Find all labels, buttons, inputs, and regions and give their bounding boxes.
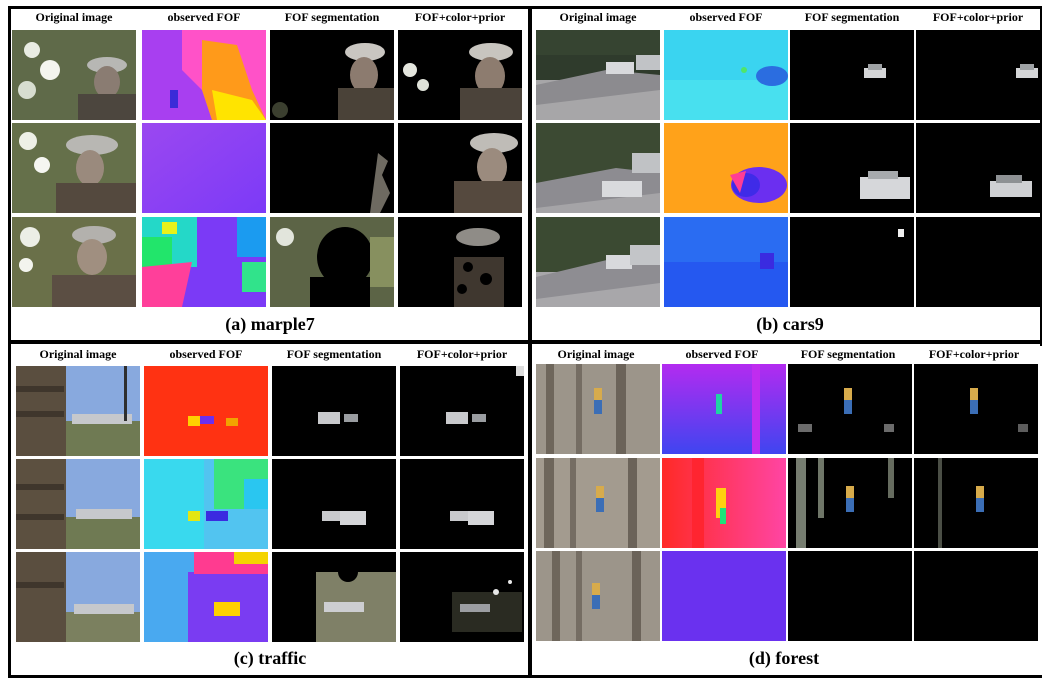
panel-caption: (d) forest bbox=[748, 648, 820, 668]
center-divider bbox=[528, 6, 532, 678]
panel-caption: (c) traffic bbox=[233, 648, 307, 668]
column-header-fof-segmentation: FOF segmentation bbox=[284, 10, 380, 24]
original-image bbox=[12, 30, 136, 120]
fof-color-prior-image bbox=[914, 458, 1038, 548]
top-border bbox=[8, 6, 1042, 9]
fof-color-prior-image bbox=[398, 30, 522, 120]
original-image bbox=[536, 364, 660, 454]
original-image bbox=[536, 123, 660, 213]
fof-segmentation-image bbox=[270, 123, 394, 213]
observed-fof-image bbox=[144, 366, 268, 456]
fof-segmentation-image bbox=[788, 551, 912, 641]
column-header-fof-color-prior: FOF+color+prior bbox=[414, 10, 506, 24]
observed-fof-image bbox=[142, 217, 266, 307]
original-image bbox=[16, 552, 140, 642]
fof-segmentation-image bbox=[270, 217, 394, 307]
original-image bbox=[536, 458, 660, 548]
observed-fof-image bbox=[142, 30, 266, 120]
original-image bbox=[536, 30, 660, 120]
column-header-original: Original image bbox=[559, 10, 637, 24]
original-image bbox=[12, 123, 136, 213]
column-header-fof-color-prior: FOF+color+prior bbox=[932, 10, 1024, 24]
observed-fof-image bbox=[662, 458, 786, 548]
original-image bbox=[536, 217, 660, 307]
fof-color-prior-image bbox=[400, 552, 524, 642]
fof-segmentation-image bbox=[270, 30, 394, 120]
column-header-original: Original image bbox=[35, 10, 113, 24]
column-header-observed-fof: observed FOF bbox=[169, 347, 243, 361]
fof-color-prior-image bbox=[400, 459, 524, 549]
fof-color-prior-image bbox=[914, 551, 1038, 641]
fof-color-prior-image bbox=[400, 366, 524, 456]
fof-segmentation-image bbox=[790, 123, 914, 213]
column-header-observed-fof: observed FOF bbox=[689, 10, 763, 24]
observed-fof-image bbox=[664, 217, 788, 307]
column-header-original: Original image bbox=[557, 347, 635, 361]
original-image bbox=[536, 551, 660, 641]
fof-segmentation-image bbox=[788, 364, 912, 454]
original-image bbox=[16, 459, 140, 549]
observed-fof-image bbox=[664, 30, 788, 120]
observed-fof-image bbox=[662, 551, 786, 641]
observed-fof-image bbox=[664, 123, 788, 213]
left-border bbox=[8, 6, 11, 678]
column-header-fof-segmentation: FOF segmentation bbox=[804, 10, 900, 24]
fof-segmentation-image bbox=[790, 217, 914, 307]
fof-segmentation-image bbox=[788, 458, 912, 548]
column-header-observed-fof: observed FOF bbox=[167, 10, 241, 24]
panel-caption: (b) cars9 bbox=[756, 314, 824, 334]
fof-segmentation-image bbox=[790, 30, 914, 120]
observed-fof-image bbox=[662, 364, 786, 454]
middle-border bbox=[8, 340, 1042, 344]
fof-color-prior-image bbox=[398, 217, 522, 307]
fof-segmentation-image bbox=[272, 552, 396, 642]
observed-fof-image bbox=[142, 123, 266, 213]
fof-color-prior-image bbox=[916, 123, 1040, 213]
original-image bbox=[12, 217, 136, 307]
observed-fof-image bbox=[144, 459, 268, 549]
observed-fof-image bbox=[144, 552, 268, 642]
column-header-fof-color-prior: FOF+color+prior bbox=[928, 347, 1020, 361]
column-header-fof-color-prior: FOF+color+prior bbox=[416, 347, 508, 361]
panel-caption: (a) marple7 bbox=[225, 314, 315, 334]
column-header-observed-fof: observed FOF bbox=[685, 347, 759, 361]
column-header-fof-segmentation: FOF segmentation bbox=[286, 347, 382, 361]
right-border bbox=[1040, 6, 1042, 346]
column-header-original: Original image bbox=[39, 347, 117, 361]
fof-color-prior-image bbox=[914, 364, 1038, 454]
fof-segmentation-image bbox=[272, 459, 396, 549]
column-header-fof-segmentation: FOF segmentation bbox=[800, 347, 896, 361]
bottom-border bbox=[8, 675, 1042, 678]
fof-segmentation-image bbox=[272, 366, 396, 456]
fof-color-prior-image bbox=[916, 30, 1040, 120]
fof-color-prior-image bbox=[398, 123, 522, 213]
original-image bbox=[16, 366, 140, 456]
fof-color-prior-image bbox=[916, 217, 1040, 307]
